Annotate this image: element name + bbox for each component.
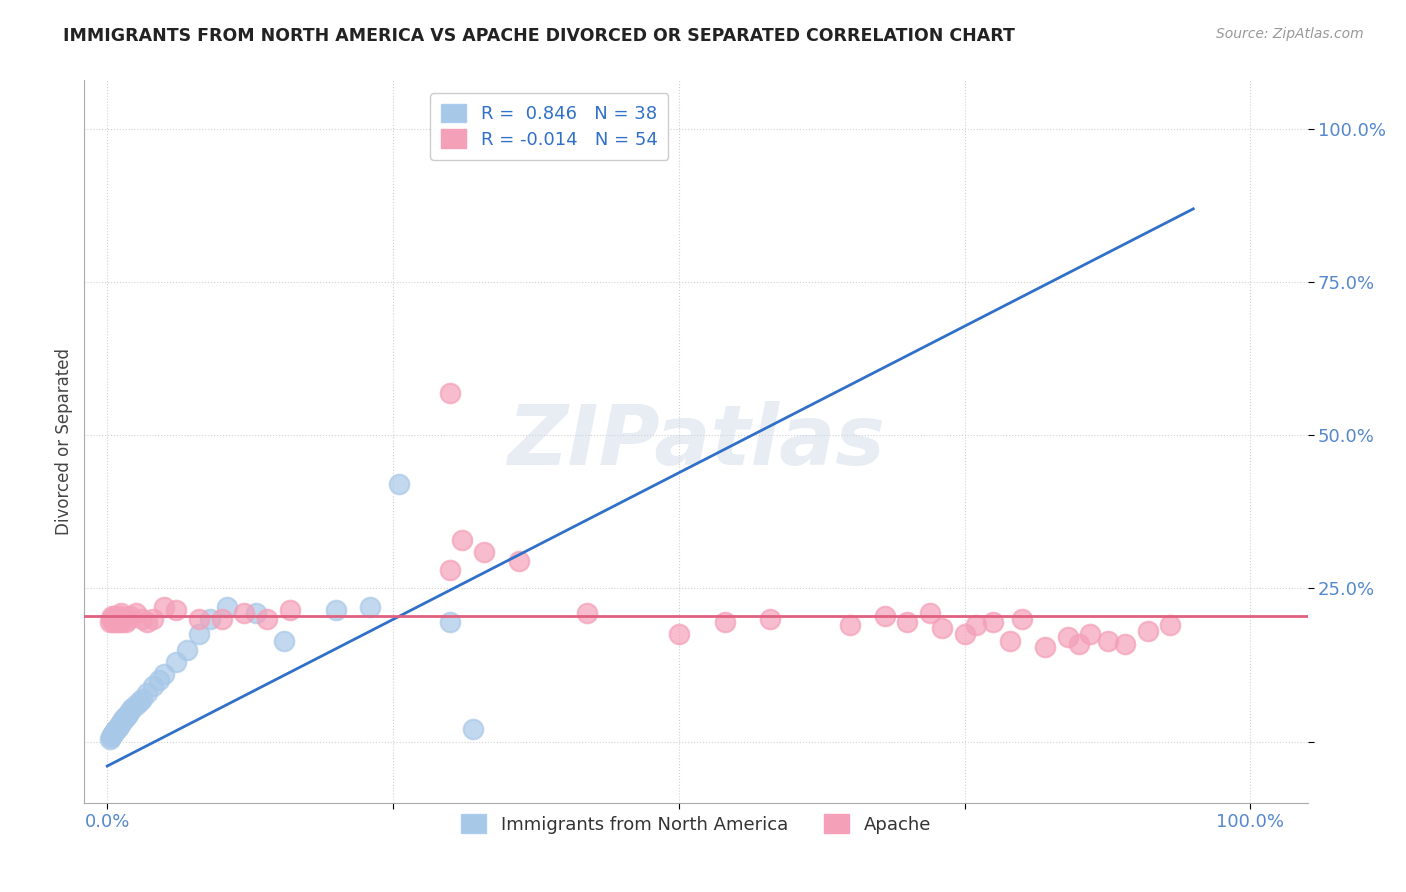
Point bbox=[759, 612, 782, 626]
Point bbox=[153, 599, 176, 614]
Point bbox=[107, 615, 129, 630]
Y-axis label: Divorced or Separated: Divorced or Separated bbox=[55, 348, 73, 535]
Point bbox=[439, 615, 461, 630]
Point bbox=[142, 680, 165, 694]
Point bbox=[1097, 633, 1119, 648]
Point bbox=[1080, 627, 1102, 641]
Point bbox=[165, 655, 187, 669]
Point bbox=[105, 723, 128, 737]
Point bbox=[325, 603, 347, 617]
Point bbox=[110, 716, 132, 731]
Point bbox=[111, 714, 134, 729]
Point bbox=[100, 612, 122, 626]
Point bbox=[245, 606, 267, 620]
Point bbox=[273, 633, 295, 648]
Point bbox=[1159, 618, 1181, 632]
Point bbox=[103, 725, 125, 739]
Text: ZIPatlas: ZIPatlas bbox=[508, 401, 884, 482]
Point bbox=[107, 612, 129, 626]
Point bbox=[153, 667, 176, 681]
Legend: Immigrants from North America, Apache: Immigrants from North America, Apache bbox=[450, 804, 942, 845]
Point bbox=[256, 612, 278, 626]
Point bbox=[115, 708, 138, 723]
Point bbox=[136, 615, 159, 630]
Point bbox=[187, 627, 209, 641]
Point bbox=[121, 701, 143, 715]
Point bbox=[198, 612, 221, 626]
Point bbox=[104, 723, 127, 738]
Point bbox=[668, 627, 690, 641]
Point bbox=[508, 554, 530, 568]
Point bbox=[131, 691, 153, 706]
Point bbox=[896, 615, 918, 630]
Point bbox=[117, 612, 139, 626]
Point bbox=[112, 713, 135, 727]
Text: Source: ZipAtlas.com: Source: ZipAtlas.com bbox=[1216, 27, 1364, 41]
Point bbox=[217, 599, 239, 614]
Point bbox=[108, 717, 131, 731]
Point bbox=[474, 545, 496, 559]
Point bbox=[576, 606, 599, 620]
Point bbox=[439, 563, 461, 577]
Point bbox=[100, 730, 122, 744]
Point bbox=[120, 609, 142, 624]
Point bbox=[176, 642, 198, 657]
Point bbox=[839, 618, 862, 632]
Point bbox=[105, 615, 128, 630]
Point bbox=[101, 728, 124, 742]
Point bbox=[233, 606, 256, 620]
Point bbox=[128, 695, 150, 709]
Point bbox=[148, 673, 170, 688]
Point bbox=[931, 621, 953, 635]
Point bbox=[114, 615, 136, 630]
Point bbox=[713, 615, 735, 630]
Point bbox=[359, 599, 381, 614]
Point bbox=[981, 615, 1004, 630]
Point bbox=[111, 615, 134, 630]
Point bbox=[98, 731, 121, 746]
Point bbox=[117, 706, 139, 721]
Point bbox=[101, 615, 124, 630]
Point bbox=[211, 612, 233, 626]
Point bbox=[98, 615, 121, 630]
Point bbox=[112, 612, 135, 626]
Point bbox=[1056, 631, 1078, 645]
Point bbox=[125, 698, 148, 712]
Point bbox=[101, 727, 124, 741]
Point bbox=[1067, 637, 1090, 651]
Point bbox=[461, 723, 484, 737]
Point bbox=[965, 618, 987, 632]
Point bbox=[136, 685, 159, 699]
Point bbox=[108, 609, 131, 624]
Point bbox=[920, 606, 942, 620]
Point bbox=[1033, 640, 1056, 654]
Text: IMMIGRANTS FROM NORTH AMERICA VS APACHE DIVORCED OR SEPARATED CORRELATION CHART: IMMIGRANTS FROM NORTH AMERICA VS APACHE … bbox=[63, 27, 1015, 45]
Point bbox=[112, 711, 135, 725]
Point bbox=[165, 603, 187, 617]
Point bbox=[187, 612, 209, 626]
Point bbox=[114, 710, 136, 724]
Point bbox=[125, 606, 148, 620]
Point bbox=[112, 612, 135, 626]
Point bbox=[388, 477, 411, 491]
Point bbox=[104, 609, 127, 624]
Point bbox=[101, 609, 124, 624]
Point bbox=[278, 603, 301, 617]
Point bbox=[120, 704, 142, 718]
Point bbox=[107, 721, 129, 735]
Point bbox=[873, 609, 896, 624]
Point bbox=[1000, 633, 1022, 648]
Point bbox=[131, 612, 153, 626]
Point bbox=[953, 627, 976, 641]
Point bbox=[450, 533, 472, 547]
Point bbox=[110, 606, 132, 620]
Point bbox=[1011, 612, 1033, 626]
Point bbox=[1136, 624, 1159, 639]
Point bbox=[107, 719, 129, 733]
Point bbox=[439, 385, 461, 400]
Point bbox=[142, 612, 165, 626]
Point bbox=[103, 612, 125, 626]
Point bbox=[1114, 637, 1136, 651]
